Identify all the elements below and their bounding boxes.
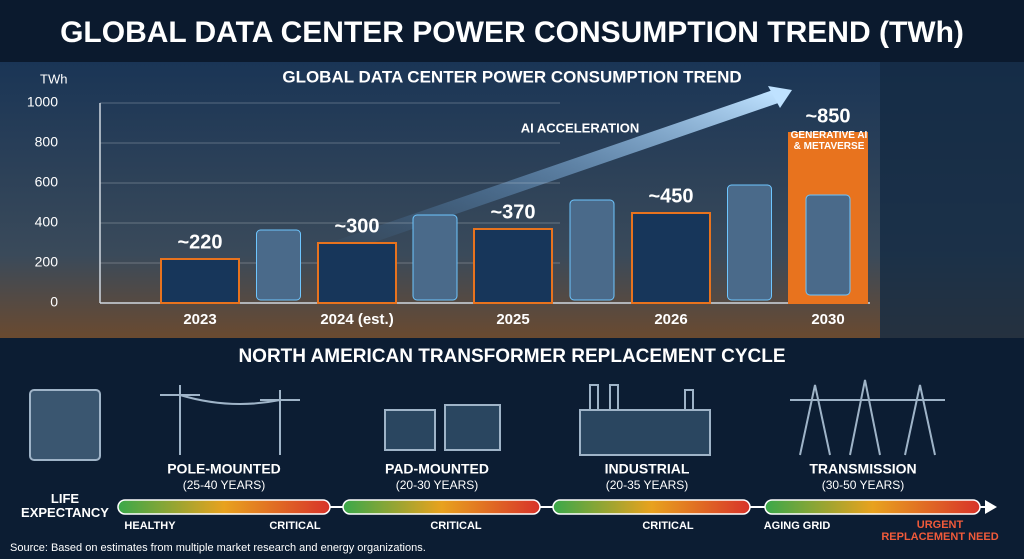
bar: [631, 212, 711, 304]
life-bar: [117, 499, 331, 515]
annotation: GENERATIVE AI & METAVERSE: [790, 130, 868, 152]
acceleration-arrow: [327, 88, 783, 257]
value-label: ~370: [490, 201, 535, 223]
status-label: CRITICAL: [430, 520, 482, 532]
transformer-panel: [0, 338, 1024, 559]
bar: [317, 242, 397, 304]
value-label: ~220: [177, 231, 222, 253]
annotation: AI ACCELERATION: [521, 120, 639, 135]
value-label: ~300: [334, 215, 379, 237]
server-room: [880, 62, 1024, 338]
status-label: URGENT REPLACEMENT NEED: [881, 519, 999, 544]
x-tick-label: 2023: [183, 311, 216, 328]
life-bar: [764, 499, 981, 515]
type-name: PAD-MOUNTED: [385, 461, 489, 477]
type-years: (20-35 YEARS): [606, 478, 688, 492]
status-label: HEALTHY: [124, 520, 176, 532]
y-axis-label: TWh: [40, 71, 67, 86]
type-years: (30-50 YEARS): [822, 478, 904, 492]
status-label-box: URGENT REPLACEMENT NEED: [881, 519, 999, 544]
y-tick-label: 400: [35, 214, 59, 230]
y-tick-label: 0: [50, 294, 58, 310]
chart-title: GLOBAL DATA CENTER POWER CONSUMPTION TRE…: [282, 67, 741, 86]
status-label: CRITICAL: [269, 520, 321, 532]
server-icon: [256, 229, 301, 301]
x-tick-label: 2025: [496, 311, 529, 328]
type-years: (25-40 YEARS): [183, 478, 265, 492]
server-icon: [412, 214, 458, 301]
annotation-box: GENERATIVE AI & METAVERSE: [790, 130, 868, 152]
section-title: NORTH AMERICAN TRANSFORMER REPLACEMENT C…: [238, 346, 785, 367]
status-label: AGING GRID: [764, 520, 831, 532]
bar: [473, 228, 553, 304]
y-tick-label: 1000: [27, 94, 58, 110]
x-tick-label: 2030: [811, 311, 844, 328]
arrow-head: [768, 86, 792, 108]
server-icon: [727, 184, 772, 301]
life-label-box: LIFE EXPECTANCY: [21, 492, 109, 521]
server-icon: [805, 194, 851, 296]
y-tick-label: 800: [35, 134, 59, 150]
x-tick-label: 2024 (est.): [320, 311, 393, 328]
life-bar: [552, 499, 751, 515]
source: Source: Based on estimates from multiple…: [10, 542, 426, 554]
page-title: GLOBAL DATA CENTER POWER CONSUMPTION TRE…: [60, 16, 964, 49]
value-label: ~450: [648, 185, 693, 207]
y-tick-label: 600: [35, 174, 59, 190]
timeline-arrow: [985, 500, 997, 514]
type-name: INDUSTRIAL: [605, 461, 690, 477]
type-name: POLE-MOUNTED: [167, 461, 281, 477]
y-tick-label: 200: [35, 254, 59, 270]
x-tick-label: 2026: [654, 311, 687, 328]
value-label: ~850: [805, 105, 850, 127]
life-bar: [342, 499, 541, 515]
type-name: TRANSMISSION: [809, 461, 916, 477]
server-icon: [569, 199, 615, 301]
life-label: LIFE EXPECTANCY: [21, 492, 109, 521]
type-years: (20-30 YEARS): [396, 478, 478, 492]
icons: [29, 379, 945, 461]
status-label: CRITICAL: [642, 520, 694, 532]
bar: [160, 258, 240, 304]
